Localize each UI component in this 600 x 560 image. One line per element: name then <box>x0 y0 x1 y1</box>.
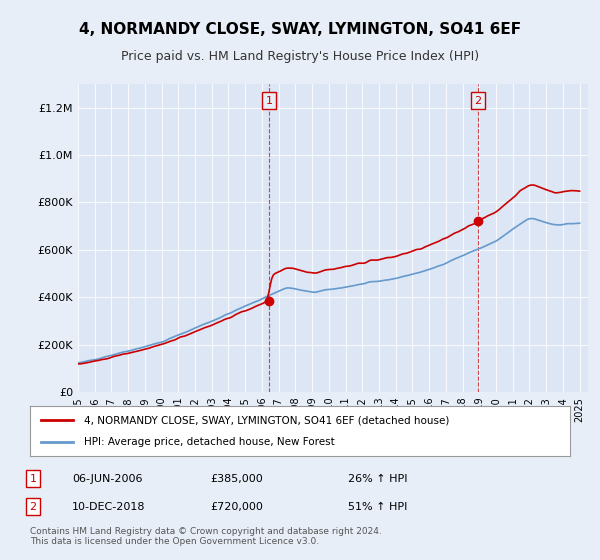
Text: 10-DEC-2018: 10-DEC-2018 <box>72 502 146 512</box>
Text: 06-JUN-2006: 06-JUN-2006 <box>72 474 143 484</box>
Text: HPI: Average price, detached house, New Forest: HPI: Average price, detached house, New … <box>84 437 335 447</box>
Text: 51% ↑ HPI: 51% ↑ HPI <box>348 502 407 512</box>
Text: Price paid vs. HM Land Registry's House Price Index (HPI): Price paid vs. HM Land Registry's House … <box>121 50 479 63</box>
Text: £385,000: £385,000 <box>210 474 263 484</box>
Text: 1: 1 <box>265 96 272 106</box>
Text: Contains HM Land Registry data © Crown copyright and database right 2024.
This d: Contains HM Land Registry data © Crown c… <box>30 526 382 546</box>
Text: 2: 2 <box>475 96 482 106</box>
Text: 1: 1 <box>29 474 37 484</box>
Text: 26% ↑ HPI: 26% ↑ HPI <box>348 474 407 484</box>
Text: £720,000: £720,000 <box>210 502 263 512</box>
Text: 4, NORMANDY CLOSE, SWAY, LYMINGTON, SO41 6EF: 4, NORMANDY CLOSE, SWAY, LYMINGTON, SO41… <box>79 22 521 38</box>
Text: 4, NORMANDY CLOSE, SWAY, LYMINGTON, SO41 6EF (detached house): 4, NORMANDY CLOSE, SWAY, LYMINGTON, SO41… <box>84 415 449 425</box>
Text: 2: 2 <box>29 502 37 512</box>
